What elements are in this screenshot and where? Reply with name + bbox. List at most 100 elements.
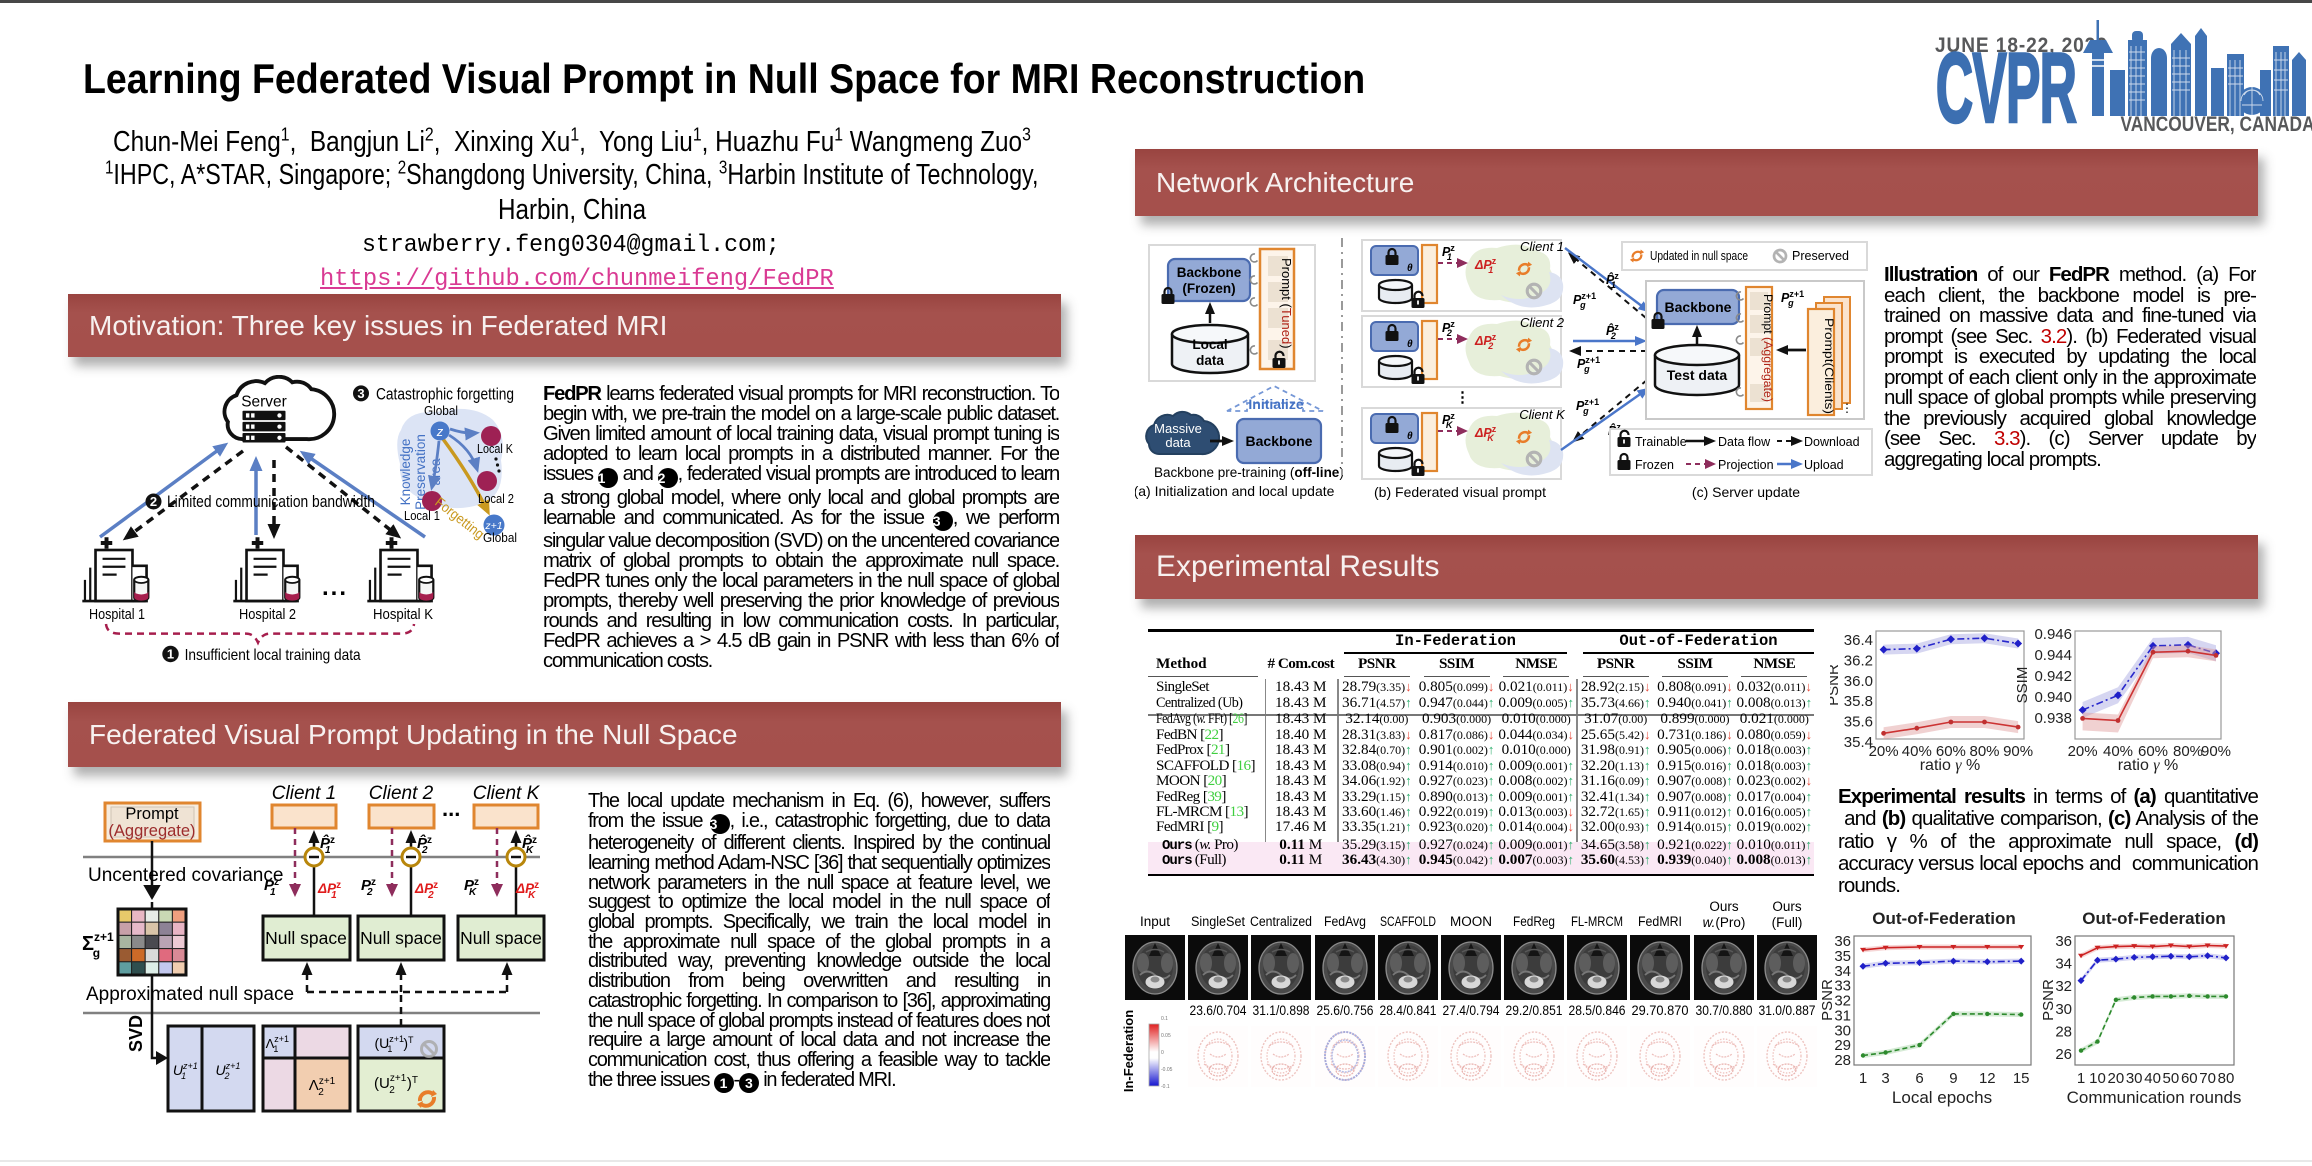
svg-text:...: ... [322, 574, 348, 601]
svg-text:0.946: 0.946 [2034, 626, 2072, 643]
svg-text:Preserved: Preserved [1792, 249, 1849, 263]
svg-text:SCAFFOLD: SCAFFOLD [1380, 914, 1436, 929]
svg-text:FedReg: FedReg [1513, 914, 1555, 929]
svg-text:29.2/0.851: 29.2/0.851 [1506, 1002, 1563, 1018]
svg-text:Prompt(Clients): Prompt(Clients) [1822, 318, 1836, 414]
svg-text:20%: 20% [1869, 743, 1899, 760]
svg-text:Updated in null space: Updated in null space [1650, 249, 1748, 263]
svg-text:36: 36 [2055, 933, 2072, 950]
svg-text:32: 32 [1834, 993, 1851, 1010]
svg-text:Global: Global [483, 530, 517, 545]
svg-text:Data flow: Data flow [1718, 435, 1771, 449]
svg-text:Null space: Null space [265, 928, 347, 948]
svg-text:1: 1 [2077, 1070, 2085, 1087]
svg-text:20%: 20% [2068, 743, 2098, 760]
svg-text:29.70.870: 29.70.870 [1632, 1002, 1689, 1018]
svg-text:FL-MRCM: FL-MRCM [1571, 914, 1623, 929]
svg-text:90%: 90% [2003, 743, 2033, 760]
svg-text:30: 30 [1834, 1022, 1851, 1039]
svg-text:Local epochs: Local epochs [1892, 1088, 1992, 1107]
svg-text:P̂z2: P̂z 2 [1606, 322, 1619, 341]
svg-text:30: 30 [2126, 1070, 2143, 1087]
svg-text:(Full): (Full) [1772, 915, 1803, 930]
svg-text:3: 3 [1881, 1070, 1889, 1087]
svg-text:0.1: 0.1 [1161, 1016, 1168, 1022]
svg-text:80: 80 [2218, 1070, 2235, 1087]
svg-text:Communication rounds: Communication rounds [2067, 1088, 2242, 1107]
svg-text:Client 1: Client 1 [1520, 239, 1564, 254]
svg-text:50: 50 [2163, 1070, 2180, 1087]
svg-text:PSNR: PSNR [1820, 979, 1836, 1021]
svg-text:29: 29 [1834, 1037, 1851, 1054]
svg-text:Out-of-Federation: Out-of-Federation [2082, 909, 2226, 928]
svg-text:Local 2: Local 2 [478, 491, 514, 506]
svg-text:Server: Server [241, 393, 287, 410]
svg-text:36.4: 36.4 [1844, 632, 1873, 649]
svg-text:Hospital K: Hospital K [373, 606, 433, 623]
svg-text:36.0: 36.0 [1844, 673, 1873, 690]
svg-text:Knowledge: Knowledge [398, 439, 413, 506]
svg-text:Backbone: Backbone [1665, 299, 1732, 315]
svg-text:Catastrophic forgetting: Catastrophic forgetting [376, 385, 514, 404]
svg-text:z: z [436, 424, 444, 439]
svg-text:0.944: 0.944 [2034, 647, 2072, 664]
svg-text:90%: 90% [2201, 743, 2231, 760]
svg-text:70: 70 [2199, 1070, 2216, 1087]
svg-text:2: 2 [150, 494, 157, 509]
svg-text:31.1/0.898: 31.1/0.898 [1253, 1002, 1310, 1018]
svg-text:z+1: z+1 [484, 520, 502, 532]
svg-text:0.05: 0.05 [1161, 1033, 1171, 1039]
svg-text:27.4/0.794: 27.4/0.794 [1443, 1002, 1500, 1018]
svg-text:Approximated null space: Approximated null space [86, 984, 294, 1005]
svg-text:MOON: MOON [1450, 914, 1492, 929]
svg-text:80%: 80% [1969, 743, 1999, 760]
svg-text:PzK: Pz K [1442, 411, 1455, 430]
svg-text:10: 10 [2089, 1070, 2106, 1087]
svg-text:Client 2: Client 2 [1520, 315, 1565, 330]
svg-text:Prompt (Tuned): Prompt (Tuned) [1279, 258, 1294, 349]
svg-text:Backbone pre-training (off-lin: Backbone pre-training (off-line) [1154, 465, 1344, 480]
svg-text:PzK: Pz K [464, 877, 479, 898]
svg-text:(b) Federated visual prompt: (b) Federated visual prompt [1374, 484, 1546, 500]
svg-text:SSIM: SSIM [2014, 667, 2031, 704]
svg-text:35.6: 35.6 [1844, 714, 1873, 731]
svg-text:23.6/0.704: 23.6/0.704 [1190, 1002, 1247, 1018]
svg-text:ratio γ %: ratio γ % [2118, 757, 2179, 774]
svg-text:28.5/0.846: 28.5/0.846 [1569, 1002, 1626, 1018]
svg-text:Client K: Client K [1519, 407, 1566, 422]
svg-text:SVD: SVD [126, 1015, 146, 1052]
svg-text:28: 28 [1834, 1052, 1851, 1069]
svg-text:⋮: ⋮ [1841, 401, 1853, 415]
svg-text:30: 30 [2055, 1001, 2072, 1018]
svg-text:FedMRI: FedMRI [1638, 914, 1682, 929]
svg-text:SingleSet: SingleSet [1191, 914, 1245, 929]
svg-text:40: 40 [2144, 1070, 2161, 1087]
svg-text:Backbone: Backbone [1177, 265, 1242, 280]
svg-text:32: 32 [2055, 978, 2072, 995]
svg-text:33: 33 [1834, 978, 1851, 995]
svg-text:⋮: ⋮ [1455, 389, 1470, 406]
svg-text:PSNR: PSNR [2040, 979, 2057, 1021]
svg-text:Backbone: Backbone [1246, 433, 1313, 449]
svg-text:34: 34 [1834, 963, 1851, 980]
svg-text:Uncentered covariance: Uncentered covariance [88, 865, 283, 886]
svg-text:Prompt (Aggregate): Prompt (Aggregate) [1761, 294, 1775, 402]
svg-text:Frozen: Frozen [1635, 458, 1674, 472]
svg-text:36: 36 [1834, 933, 1851, 950]
svg-text:15: 15 [2013, 1070, 2030, 1087]
svg-text:Prompt: Prompt [125, 805, 179, 823]
svg-text:...: ... [442, 796, 460, 821]
svg-text:28: 28 [2055, 1023, 2072, 1040]
svg-text:Trainable: Trainable [1635, 435, 1687, 449]
svg-text:25.6/0.756: 25.6/0.756 [1317, 1002, 1374, 1018]
svg-text:Pz+1g: Pz+1 g [1573, 291, 1596, 310]
svg-text:1: 1 [1859, 1070, 1867, 1087]
svg-text:(Aggregate): (Aggregate) [108, 822, 195, 840]
svg-text:Hospital 2: Hospital 2 [239, 606, 296, 623]
svg-text:60%: 60% [2138, 743, 2168, 760]
svg-text:0.938: 0.938 [2034, 710, 2072, 727]
svg-text:40%: 40% [2103, 743, 2133, 760]
